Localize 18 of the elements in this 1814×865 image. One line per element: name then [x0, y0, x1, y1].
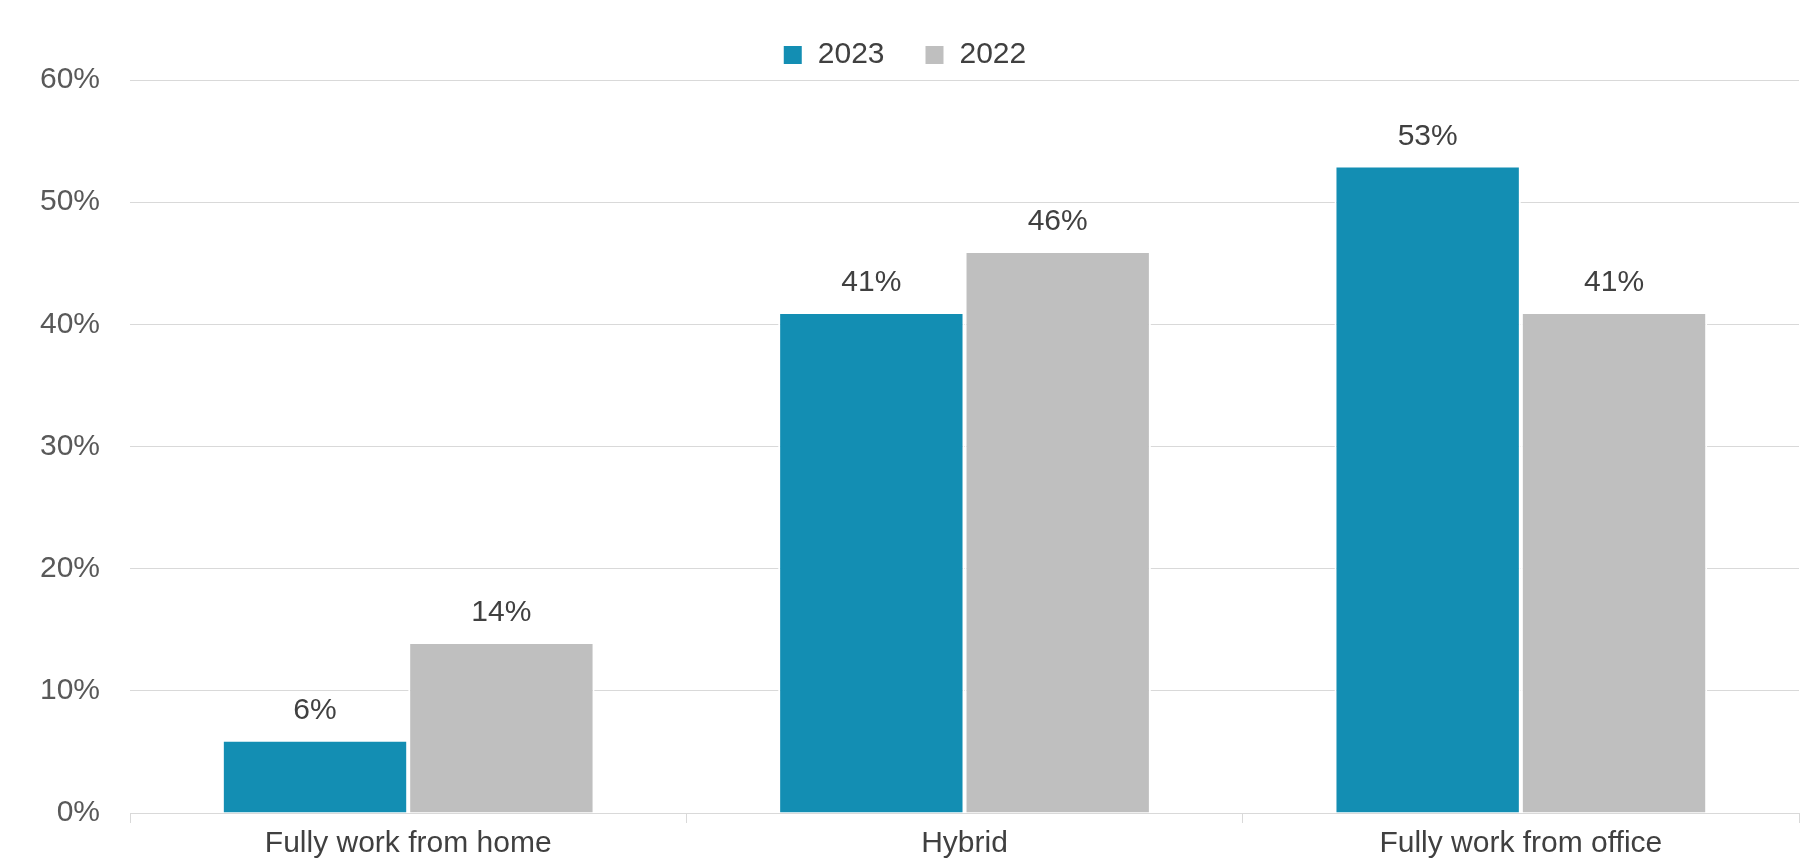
data-label: 6%	[293, 691, 337, 725]
y-tick-label: 60%	[40, 61, 101, 95]
x-tick-label: Fully work from office	[1379, 825, 1663, 859]
x-tick-label: Fully work from home	[264, 825, 552, 859]
legend-label: 2022	[959, 36, 1027, 70]
y-tick-label: 0%	[56, 794, 101, 828]
y-tick-label: 30%	[40, 427, 101, 461]
data-label: 53%	[1397, 117, 1458, 151]
data-label: 14%	[471, 594, 532, 628]
data-label: 41%	[1584, 264, 1645, 298]
data-label: 46%	[1027, 203, 1088, 237]
legend-label: 2023	[817, 36, 885, 70]
y-tick-label: 40%	[40, 305, 101, 339]
x-tick-label: Hybrid	[921, 825, 1008, 859]
y-tick-label: 50%	[40, 183, 101, 217]
data-label: 41%	[841, 264, 902, 298]
y-tick-label: 10%	[40, 672, 101, 706]
y-tick-label: 20%	[40, 549, 101, 583]
